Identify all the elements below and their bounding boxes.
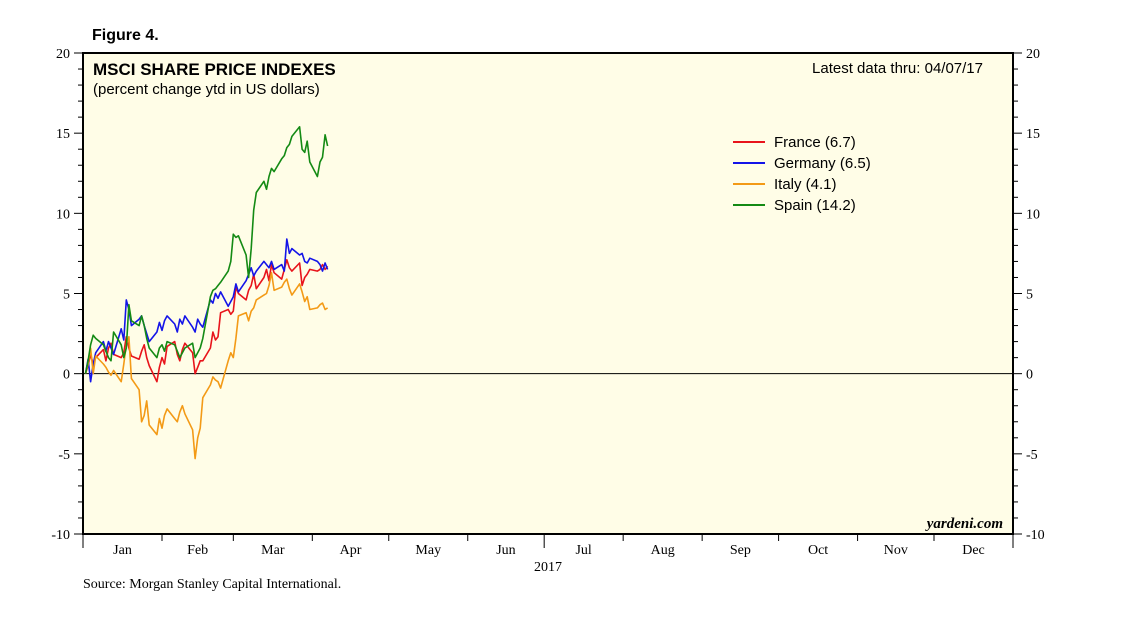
plot-area <box>82 52 1014 535</box>
x-tick-label: Apr <box>340 543 362 558</box>
x-axis-year-label: 2017 <box>534 560 562 575</box>
y-tick-label-left: 10 <box>56 207 70 222</box>
figure-label: Figure 4. <box>92 27 159 44</box>
x-tick-label: May <box>415 543 441 558</box>
x-tick-label: Aug <box>651 543 675 558</box>
legend-label: Spain (14.2) <box>774 197 856 214</box>
legend-label: Germany (6.5) <box>774 155 871 172</box>
y-tick-label-right: 0 <box>1026 368 1033 383</box>
chart-title: MSCI SHARE PRICE INDEXES <box>93 60 336 79</box>
x-tick-label: Sep <box>730 543 751 558</box>
x-tick-label: Dec <box>962 543 985 558</box>
chart-subtitle: (percent change ytd in US dollars) <box>93 81 320 98</box>
legend-label: Italy (4.1) <box>774 176 837 193</box>
y-tick-label-right: 20 <box>1026 47 1040 62</box>
y-tick-label-right: 10 <box>1026 207 1040 222</box>
x-tick-label: Jun <box>496 543 515 558</box>
x-axis-ticks: Jan Feb Mar Apr May Jun Jul Aug Sep Oct Nov Dec <box>82 534 1014 558</box>
y-tick-label-right: -5 <box>1026 448 1038 463</box>
y-axis-right-ticks: -10 -5 0 5 10 15 20 <box>1013 47 1045 543</box>
source-note: Source: Morgan Stanley Capital Internati… <box>83 577 341 592</box>
watermark: yardeni.com <box>925 516 1003 532</box>
x-tick-label: Nov <box>884 543 908 558</box>
y-tick-label-left: 5 <box>63 288 70 303</box>
y-tick-label-left: 20 <box>56 47 70 62</box>
latest-data-note: Latest data thru: 04/07/17 <box>812 60 983 77</box>
series-line-spain <box>84 126 329 374</box>
x-tick-label: Mar <box>261 543 285 558</box>
y-tick-label-right: 5 <box>1026 288 1033 303</box>
x-tick-label: Jul <box>575 543 591 558</box>
x-tick-label: Feb <box>187 543 208 558</box>
y-tick-label-right: 15 <box>1026 127 1040 142</box>
y-tick-label-right: -10 <box>1026 528 1045 543</box>
y-tick-label-left: 15 <box>56 127 70 142</box>
legend-label: France (6.7) <box>774 134 856 151</box>
legend: France (6.7) Germany (6.5) Italy (4.1) Spai… <box>733 134 871 214</box>
y-tick-label-left: 0 <box>63 368 70 383</box>
series-lines <box>84 126 329 460</box>
y-tick-label-left: -10 <box>51 528 70 543</box>
x-tick-label: Jan <box>113 543 132 558</box>
y-axis-left-ticks: -10 -5 0 5 10 15 20 <box>51 47 83 543</box>
series-line-france <box>84 258 329 383</box>
y-tick-label-left: -5 <box>58 448 70 463</box>
x-tick-label: Oct <box>808 543 828 558</box>
